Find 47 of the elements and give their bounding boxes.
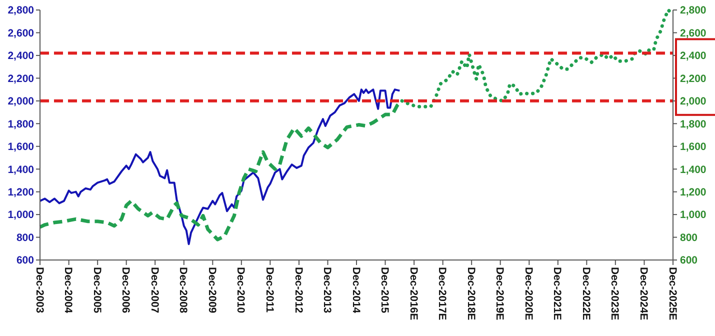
x-tick-label: Dec-2015 [378,267,391,314]
x-tick-label: Dec-2022E [580,267,592,320]
x-tick-label: Dec-2025E [666,267,678,320]
x-tick-label: Dec-2011 [263,267,276,313]
y-tick-label: 2,200 [8,72,34,85]
y2-tick-label: 1,000 [680,209,706,222]
y2-tick-label: 1,400 [680,164,706,176]
y2-tick-label: 2,200 [680,72,706,85]
x-tick-label: Dec-2009 [206,267,218,314]
y2-tick-label: 2,000 [680,96,706,108]
y2-tick-label: 1,200 [680,186,706,198]
y2-tick-label: 1,600 [680,141,706,154]
y2-tick-label: 600 [680,254,698,267]
x-tick-label: Dec-2018E [464,267,477,320]
x-tick-label: Dec-2008 [177,267,190,314]
x-tick-label: Dec-2017E [436,267,448,320]
y-tick-label: 2,400 [8,50,34,62]
x-tick-label: Dec-2014 [350,267,362,314]
x-tick-label: Dec-2004 [62,267,74,314]
x-tick-label: Dec-2024E [638,267,650,320]
x-tick-label: Dec-2012 [292,267,304,314]
y-tick-label: 600 [16,254,34,267]
x-tick-label: Dec-2020E [522,267,534,320]
y-tick-label: 1,800 [8,118,34,130]
y2-tick-label: 2,600 [680,27,706,40]
x-tick-label: Dec-2016E [407,267,420,320]
x-tick-label: Dec-2006 [120,267,132,314]
x-tick-label: Dec-2019E [494,267,506,320]
y2-tick-label: 2,800 [680,4,706,17]
x-tick-label: Dec-2005 [90,267,103,314]
y2-tick-label: 1,800 [680,118,706,130]
x-tick-label: Dec-2021E [551,267,564,320]
y-tick-label: 800 [16,232,34,244]
y2-tick-label: 800 [680,232,698,244]
y2-tick-label: 2,400 [680,50,706,62]
y-tick-label: 1,200 [8,186,34,198]
y-tick-label: 1,400 [8,164,34,176]
x-tick-label: Dec-2023E [608,267,621,320]
y-tick-label: 2,800 [8,4,34,17]
x-tick-label: Dec-2010 [234,267,247,314]
y-tick-label: 1,600 [8,141,34,154]
y-tick-label: 1,000 [8,209,34,222]
y-tick-label: 2,000 [8,96,34,108]
x-tick-label: Dec-2007 [148,267,160,314]
x-tick-label: Dec-2003 [33,267,46,314]
x-tick-label: Dec-2013 [321,267,334,314]
y-tick-label: 2,600 [8,27,34,40]
